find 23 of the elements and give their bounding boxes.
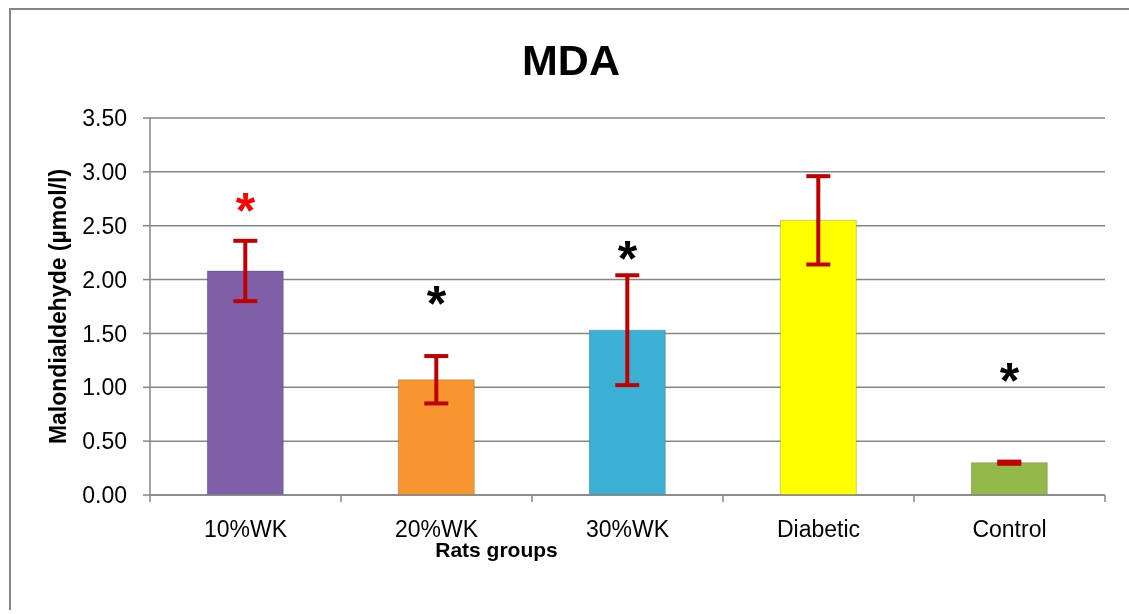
x-tick-label: 30%WK bbox=[585, 516, 670, 542]
annotation: * bbox=[235, 183, 256, 239]
y-axis-title: Malondialdehyde (µmol/l) bbox=[45, 168, 72, 445]
annotation: * bbox=[426, 276, 447, 332]
bar bbox=[779, 219, 857, 495]
y-tick-label: 3.00 bbox=[82, 159, 127, 186]
y-tick-label: 2.50 bbox=[82, 212, 127, 239]
y-tick-label: 0.00 bbox=[82, 482, 127, 509]
y-tick-label: 2.00 bbox=[82, 266, 127, 293]
x-tick-label: 10%WK bbox=[203, 516, 288, 542]
bar bbox=[206, 270, 284, 495]
chart-title: MDA bbox=[521, 36, 621, 84]
y-tick-label: 3.50 bbox=[82, 105, 127, 132]
bar bbox=[397, 379, 475, 495]
x-tick-label: Diabetic bbox=[776, 516, 861, 542]
annotation: * bbox=[999, 353, 1020, 409]
y-tick-label: 1.50 bbox=[82, 320, 127, 347]
bar bbox=[588, 329, 666, 495]
y-tick-label: 0.50 bbox=[82, 428, 127, 455]
annotation: * bbox=[617, 231, 638, 287]
y-tick-label: 1.00 bbox=[82, 374, 127, 401]
x-tick-label: Control bbox=[972, 516, 1047, 542]
bar bbox=[970, 462, 1048, 495]
